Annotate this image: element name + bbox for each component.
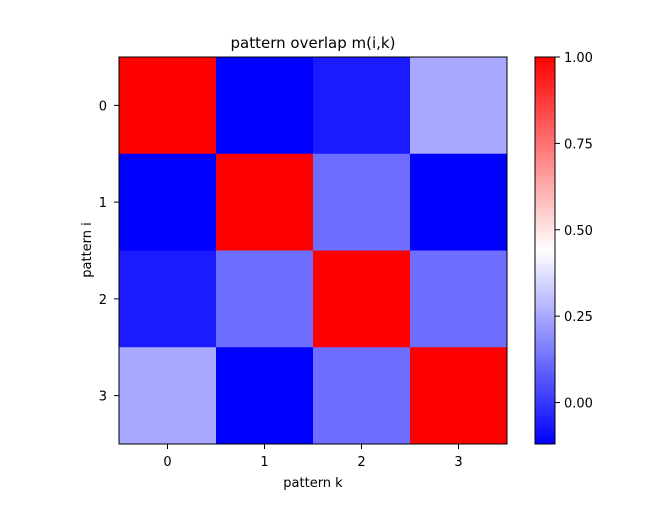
colorbar-tick-label: 1.00 <box>564 51 593 66</box>
colorbar-tick-label: 0.75 <box>564 137 593 152</box>
heatmap-cell-3-3 <box>410 347 508 445</box>
heatmap-cell-0-1 <box>216 57 314 155</box>
colorbar <box>534 56 556 445</box>
heatmap-cell-0-2 <box>313 57 411 155</box>
heatmap-cell-2-3 <box>410 250 508 348</box>
chart-title: pattern overlap m(i,k) <box>231 34 396 52</box>
x-tick-label: 2 <box>357 455 365 470</box>
heatmap-cell-0-0 <box>119 57 217 155</box>
x-tick-label: 0 <box>163 455 171 470</box>
heatmap-cell-3-2 <box>313 347 411 445</box>
heatmap-cell-1-2 <box>313 153 411 251</box>
y-tick-label: 2 <box>99 293 107 308</box>
colorbar-ticks: 0.00 0.25 0.50 0.75 1.00 <box>555 51 593 412</box>
heatmap-cell-1-1 <box>216 153 314 251</box>
x-tick-label: 3 <box>454 455 462 470</box>
heatmap-cell-2-0 <box>119 250 217 348</box>
heatmap-cell-1-3 <box>410 153 508 251</box>
heatmap-cell-2-2 <box>313 250 411 348</box>
heatmap-cell-3-0 <box>119 347 217 445</box>
y-tick-label: 3 <box>99 390 107 405</box>
heatmap-cell-0-3 <box>410 57 508 155</box>
colorbar-tick-label: 0.50 <box>564 224 593 239</box>
heatmap-cell-1-0 <box>119 153 217 251</box>
heatmap-cells <box>119 57 508 445</box>
y-tick-label: 1 <box>99 196 107 211</box>
colorbar-tick-label: 0.00 <box>564 397 593 412</box>
x-axis-label: pattern k <box>283 476 343 491</box>
y-tick-label: 0 <box>99 99 107 114</box>
y-axis-label: pattern i <box>80 222 95 278</box>
heatmap-cell-3-1 <box>216 347 314 445</box>
x-tick-label: 1 <box>260 455 268 470</box>
plot-frame <box>118 56 508 445</box>
heatmap-cell-2-1 <box>216 250 314 348</box>
colorbar-tick-label: 0.25 <box>564 310 593 325</box>
y-axis-ticks: 0 1 2 3 <box>99 99 119 405</box>
x-axis-ticks: 0 1 2 3 <box>163 444 463 470</box>
